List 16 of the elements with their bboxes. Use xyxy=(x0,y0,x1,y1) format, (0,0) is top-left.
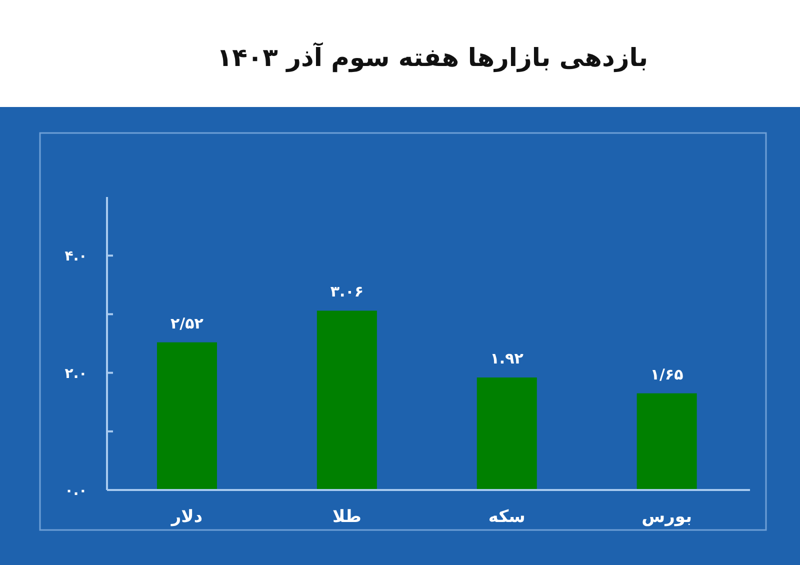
x-tick-label: سکه xyxy=(488,507,526,527)
data-label: ۳.۰۶ xyxy=(330,282,364,301)
y-tick-label: ۰.۰ xyxy=(64,483,88,499)
x-tick-label: دلار xyxy=(170,507,203,527)
bar xyxy=(316,310,377,490)
chart-title: بازدهی بازارها هفته سوم آذر ۱۴۰۳ xyxy=(216,42,648,73)
data-label: ۲/۵۲ xyxy=(170,314,204,332)
y-tick-label: ۴.۰ xyxy=(64,248,88,265)
bar xyxy=(156,342,217,490)
data-label: ۱.۹۲ xyxy=(490,349,524,368)
bar xyxy=(636,393,697,490)
x-tick-label: بورس xyxy=(642,507,692,527)
bar xyxy=(476,377,537,490)
data-label: ۱/۶۵ xyxy=(650,365,684,384)
y-tick-label: ۲.۰ xyxy=(64,366,88,382)
x-tick-label: طلا xyxy=(332,507,362,527)
